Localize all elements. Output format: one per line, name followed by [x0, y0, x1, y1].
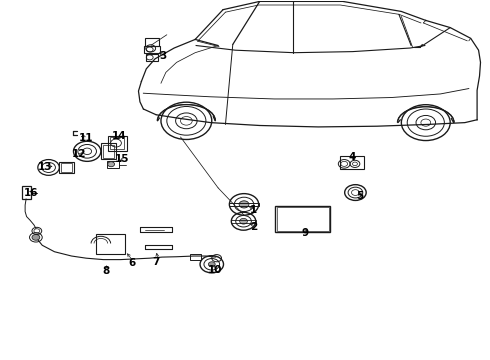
- Text: 11: 11: [79, 133, 94, 143]
- Bar: [59, 162, 74, 173]
- Bar: [107, 161, 120, 168]
- Bar: [101, 143, 117, 159]
- Text: 10: 10: [207, 265, 222, 275]
- Bar: [145, 39, 159, 46]
- Text: 2: 2: [250, 222, 257, 232]
- Text: 1: 1: [250, 206, 257, 216]
- Text: 16: 16: [24, 188, 38, 198]
- Bar: [108, 135, 127, 150]
- Circle shape: [32, 234, 40, 240]
- Circle shape: [108, 162, 115, 167]
- Bar: [146, 54, 158, 60]
- Circle shape: [239, 201, 249, 208]
- Text: 12: 12: [72, 149, 86, 159]
- Bar: [103, 145, 114, 158]
- Bar: [22, 186, 31, 199]
- Text: 13: 13: [37, 162, 52, 172]
- Text: 4: 4: [349, 152, 356, 162]
- Text: 8: 8: [102, 266, 109, 276]
- Circle shape: [240, 219, 247, 224]
- Bar: [144, 46, 160, 53]
- Bar: [229, 203, 259, 206]
- Bar: [277, 207, 329, 231]
- Text: 14: 14: [112, 131, 126, 141]
- Circle shape: [208, 262, 215, 267]
- Bar: [231, 220, 256, 223]
- Bar: [96, 234, 125, 253]
- Bar: [110, 137, 124, 149]
- Bar: [61, 163, 72, 172]
- Text: 5: 5: [356, 191, 364, 201]
- Text: 9: 9: [301, 228, 308, 238]
- Bar: [275, 206, 330, 232]
- Text: 15: 15: [115, 154, 129, 164]
- Text: 6: 6: [128, 258, 135, 268]
- Bar: [340, 156, 364, 169]
- Text: 3: 3: [159, 51, 167, 61]
- Bar: [190, 254, 201, 260]
- Text: 7: 7: [152, 257, 160, 267]
